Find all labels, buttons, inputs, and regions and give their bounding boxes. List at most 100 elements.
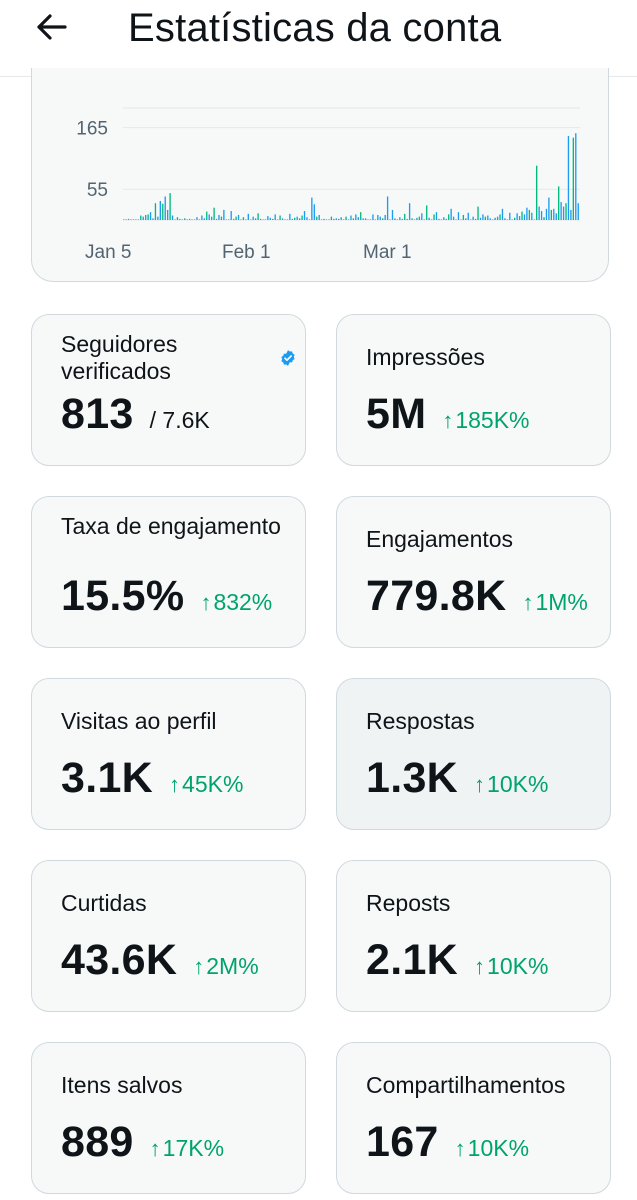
- chart-bar: [501, 208, 504, 220]
- chart-bar: [433, 214, 435, 220]
- chart-bar: [157, 216, 159, 220]
- chart-bar: [389, 219, 391, 220]
- arrow-up-icon: ↑: [454, 1136, 466, 1161]
- chart-bar: [562, 206, 565, 220]
- chart-bar: [259, 218, 262, 220]
- back-button[interactable]: [26, 4, 76, 50]
- chart-bar: [267, 216, 269, 220]
- verified-badge-icon: [281, 350, 295, 366]
- card-delta-value: 10K%: [487, 771, 549, 797]
- card-reposts[interactable]: Reposts 2.1K ↑ 10K%: [336, 860, 611, 1012]
- chart-bar: [565, 203, 567, 220]
- chart-bar: [325, 219, 328, 220]
- x-tick-label: Jan 5: [85, 242, 131, 263]
- chart-bar: [274, 214, 276, 220]
- card-label: Engajamentos: [366, 526, 514, 552]
- chart-bar: [452, 216, 455, 220]
- card-delta: ↑ 185K%: [442, 407, 529, 434]
- card-value-row: 813 / 7.6K: [61, 390, 210, 439]
- chart-bar: [162, 203, 164, 220]
- chart-bar: [545, 208, 548, 220]
- card-impressions[interactable]: Impressões 5M ↑ 185K%: [336, 314, 611, 466]
- card-delta: ↑ 17K%: [150, 1135, 224, 1162]
- chart-bar: [499, 214, 501, 220]
- chart-bar: [382, 218, 384, 220]
- chart-bar: [467, 212, 469, 220]
- chart-bar: [328, 219, 330, 220]
- chart-bar: [430, 219, 433, 220]
- arrow-up-icon: ↑: [193, 954, 205, 979]
- card-value-row: 1.3K ↑ 10K%: [366, 754, 548, 803]
- chart-bar: [193, 219, 196, 220]
- chart-bar: [411, 218, 413, 220]
- card-label: Taxa de engajamento: [61, 513, 281, 539]
- card-value-row: 3.1K ↑ 45K%: [61, 754, 243, 803]
- chart-bar: [577, 203, 579, 220]
- card-delta: ↑ 1M%: [522, 589, 587, 616]
- chart-bar: [232, 218, 235, 220]
- chart-bar: [210, 216, 213, 220]
- card-label: Itens salvos: [61, 1072, 183, 1098]
- chart-bar: [514, 217, 516, 220]
- card-value: 2.1K: [366, 936, 459, 984]
- arrow-up-icon: ↑: [169, 772, 181, 797]
- card-value-row: 167 ↑ 10K%: [366, 1118, 529, 1167]
- card-delta: ↑ 832%: [200, 589, 272, 616]
- chart-bar: [384, 214, 386, 220]
- chart-bar: [279, 215, 281, 220]
- chart-bar: [350, 215, 352, 220]
- card-shares[interactable]: Compartilhamentos 167 ↑ 10K%: [336, 1042, 611, 1194]
- chart-bar: [303, 211, 306, 220]
- card-engagement-rate[interactable]: Taxa de engajamento 15.5% ↑ 832%: [31, 496, 306, 648]
- chart-bar: [443, 217, 445, 220]
- chart-bar: [435, 212, 438, 220]
- chart-bar: [448, 214, 450, 220]
- y-tick-label: 55: [87, 180, 108, 201]
- chart-bar: [531, 212, 533, 220]
- card-delta: ↑ 10K%: [455, 1135, 529, 1162]
- card-value: 15.5%: [61, 572, 185, 620]
- card-profile-visits[interactable]: Visitas ao perfil 3.1K ↑ 45K%: [31, 678, 306, 830]
- chart-bar: [225, 219, 227, 220]
- chart-bar: [418, 216, 421, 220]
- chart-bar: [276, 219, 279, 220]
- card-engagements[interactable]: Engajamentos 779.8K ↑ 1M%: [336, 496, 611, 648]
- chart-bar: [372, 214, 374, 220]
- chart-bar: [206, 211, 208, 220]
- page-title: Estatísticas da conta: [128, 6, 502, 50]
- chart-bar: [181, 219, 183, 220]
- chart-bar: [391, 209, 394, 220]
- chart-bar: [394, 218, 396, 220]
- chart-bar: [123, 219, 125, 220]
- card-bookmarks[interactable]: Itens salvos 889 ↑ 17K%: [31, 1042, 306, 1194]
- card-label: Reposts: [366, 890, 451, 916]
- chart-bar: [272, 218, 274, 220]
- card-replies[interactable]: Respostas 1.3K ↑ 10K%: [336, 678, 611, 830]
- arrow-up-icon: ↑: [522, 590, 534, 615]
- chart-bar: [540, 211, 543, 220]
- chart-bar: [462, 214, 465, 220]
- chart-bar: [132, 219, 135, 220]
- chart-bar: [340, 217, 342, 220]
- chart-bar: [330, 216, 333, 220]
- chart-bar: [423, 219, 425, 220]
- chart-bar: [154, 203, 157, 220]
- chart-bar: [440, 219, 443, 220]
- chart-bar: [413, 219, 416, 220]
- chart-bar: [570, 209, 572, 220]
- card-verified-followers[interactable]: Seguidores verificados 813 / 7.6K: [31, 314, 306, 466]
- chart-bar: [465, 218, 467, 220]
- chart-bar: [284, 219, 286, 220]
- chart-bar: [147, 214, 149, 220]
- chart-bar: [355, 214, 357, 220]
- card-likes[interactable]: Curtidas 43.6K ↑ 2M%: [31, 860, 306, 1012]
- chart-bar: [401, 218, 403, 220]
- chart-bar: [379, 216, 381, 220]
- chart-bar: [506, 219, 509, 220]
- y-tick-label: 165: [76, 119, 108, 140]
- chart-bar: [416, 217, 418, 220]
- chart-bar: [125, 219, 127, 220]
- chart-bar: [247, 213, 249, 220]
- chart-bar: [235, 216, 237, 220]
- chart-bar: [575, 133, 577, 220]
